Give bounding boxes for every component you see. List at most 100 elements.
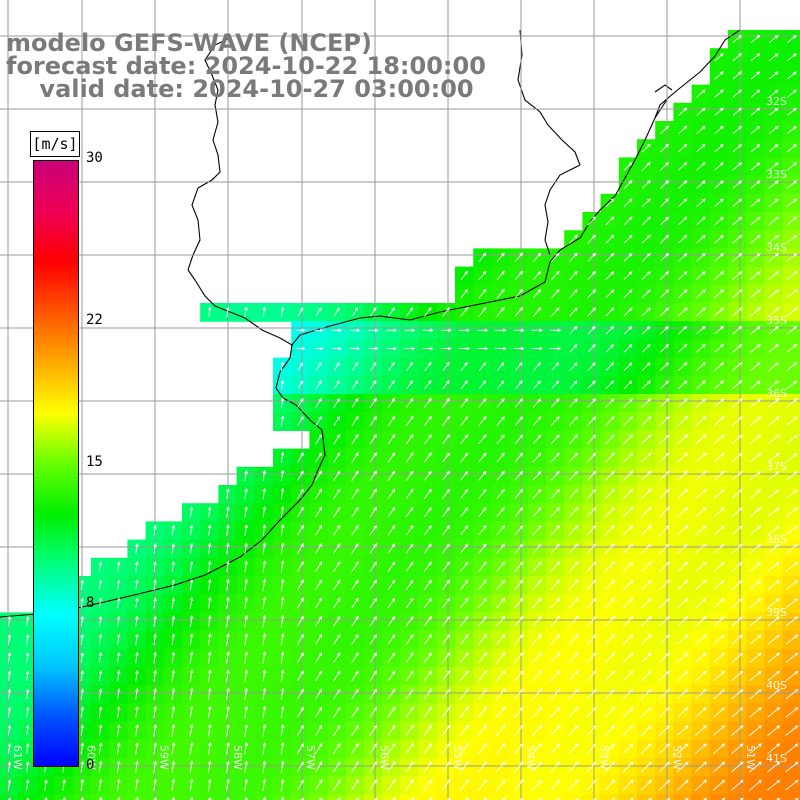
wind-arrow [280, 469, 285, 482]
wind-arrow [423, 397, 432, 408]
wind-arrow [226, 524, 230, 536]
wind-arrow [605, 416, 615, 427]
wind-arrow [369, 670, 377, 682]
wind-arrow [7, 761, 12, 773]
wind-arrow [641, 271, 651, 280]
wind-arrow [244, 524, 248, 536]
wind-arrow [641, 452, 652, 463]
wind-arrow [532, 779, 543, 791]
wind-arrow [423, 434, 432, 445]
wind-arrow [731, 452, 743, 463]
wind-arrow [568, 452, 579, 463]
wind-arrow [460, 543, 469, 554]
wind-arrow [98, 651, 103, 663]
wind-arrow [750, 198, 761, 208]
wind-arrow [659, 506, 670, 518]
wind-arrow [786, 525, 798, 536]
longitude-label: 55W [451, 745, 464, 770]
wind-arrow [786, 289, 798, 299]
wind-arrow [423, 779, 433, 792]
wind-arrow [460, 525, 469, 536]
wind-arrow [387, 742, 396, 755]
wind-arrow [659, 634, 670, 645]
wind-arrow [677, 488, 689, 500]
wind-arrow [314, 779, 323, 791]
wind-arrow [98, 724, 103, 737]
wind-arrow [640, 488, 652, 500]
wind-arrow [405, 579, 414, 591]
wind-arrow [153, 633, 157, 646]
wind-arrow [696, 180, 706, 189]
wind-arrow [171, 669, 176, 682]
wind-arrow [459, 615, 469, 627]
wind-arrow [496, 561, 506, 572]
wind-arrow [732, 343, 743, 353]
wind-arrow [280, 742, 285, 755]
wind-cell [127, 794, 147, 800]
wind-arrow [622, 561, 634, 573]
wind-arrow [477, 346, 489, 351]
wind-cell [200, 794, 219, 800]
wind-arrow [696, 125, 706, 135]
wind-arrow [678, 125, 688, 135]
wind-arrow [495, 652, 506, 664]
wind-arrow [351, 724, 359, 736]
wind-arrow [442, 452, 450, 463]
wind-arrow [423, 488, 432, 499]
wind-arrow [351, 470, 359, 481]
wind-arrow [550, 452, 560, 463]
wind-cell [345, 794, 365, 800]
wind-cell [182, 794, 201, 800]
wind-arrow [207, 742, 212, 755]
wind-arrow [696, 362, 706, 371]
wind-arrow [732, 34, 742, 44]
wind-arrow [153, 561, 157, 572]
wind-arrow [532, 416, 542, 426]
wind-arrow [442, 543, 450, 554]
wind-arrow [262, 487, 267, 500]
wind-arrow [713, 561, 725, 572]
wind-cell [746, 794, 765, 800]
wind-arrow [676, 779, 689, 791]
wind-arrow [351, 506, 359, 518]
latitude-label: 32S [766, 95, 787, 108]
wind-arrow [387, 561, 396, 572]
wind-arrow [660, 325, 669, 335]
wind-arrow [189, 723, 194, 737]
wind-arrow [641, 434, 652, 445]
wind-arrow [623, 452, 634, 463]
wind-arrow [369, 452, 377, 463]
wind-arrow [478, 488, 487, 499]
wind-arrow [604, 761, 616, 773]
wind-arrow [262, 614, 267, 628]
wind-arrow [296, 761, 304, 773]
wind-arrow [532, 470, 542, 481]
wind-arrow [423, 525, 432, 536]
wind-arrow [550, 779, 561, 791]
wind-arrow [623, 161, 633, 171]
wind-arrow [315, 397, 322, 408]
wind-arrow [532, 633, 542, 646]
wind-cell [0, 794, 19, 800]
wind-arrow [116, 561, 121, 572]
latitude-label: 36S [766, 387, 787, 400]
latitude-label: 34S [766, 241, 787, 254]
wind-arrow [659, 271, 670, 280]
wind-arrow [441, 742, 451, 755]
wind-arrow [315, 652, 323, 664]
wind-arrow [740, 797, 744, 800]
wind-arrow [550, 470, 560, 481]
wind-arrow [116, 651, 121, 664]
wind-arrow [641, 252, 651, 262]
wind-arrow [677, 398, 689, 408]
wind-arrow [153, 724, 158, 737]
longitude-label: 54W [524, 745, 537, 770]
wind-arrow [586, 743, 597, 755]
wind-arrow [189, 596, 194, 609]
wind-arrow [315, 670, 323, 682]
wind-arrow [244, 778, 249, 792]
wind-arrow [551, 362, 560, 371]
wind-arrow [696, 89, 706, 98]
wind-arrow [750, 325, 761, 335]
wind-arrow [714, 71, 724, 80]
